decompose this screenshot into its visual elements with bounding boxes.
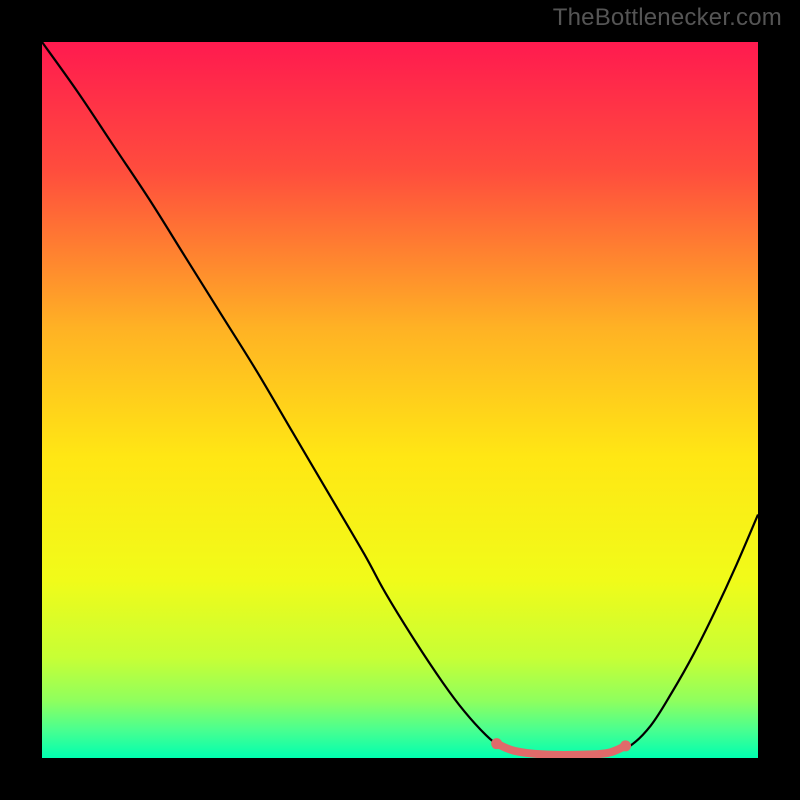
- highlight-start-marker: [491, 738, 502, 749]
- chart-curves: [42, 42, 758, 758]
- bottleneck-curve: [42, 42, 758, 756]
- watermark-text: TheBottlenecker.com: [553, 4, 782, 32]
- bottleneck-chart: [42, 42, 758, 758]
- optimal-range-highlight: [497, 744, 626, 755]
- highlight-end-marker: [620, 740, 631, 751]
